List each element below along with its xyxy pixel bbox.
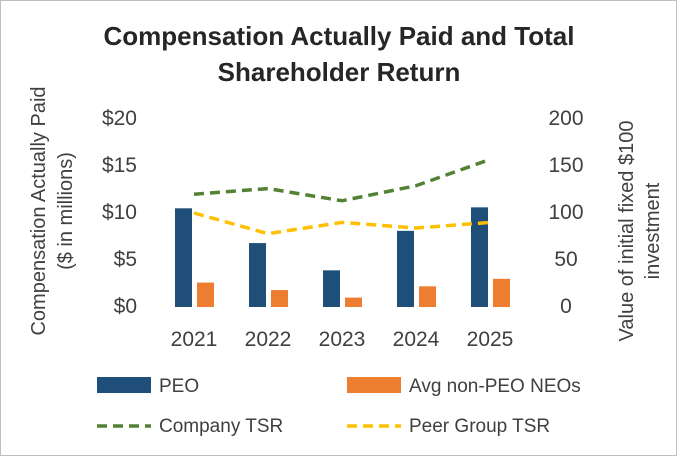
y-axis-label-line1: Compensation Actually Paid: [28, 86, 50, 335]
y2-tick-label: 200: [548, 107, 583, 130]
bar-peo-2021: [175, 208, 192, 307]
y2-tick-label: 150: [548, 154, 583, 177]
legend-swatch-peo: [97, 377, 151, 393]
x-tick-label: 2021: [171, 328, 218, 351]
x-tick-label: 2023: [319, 328, 366, 351]
bar-neo-2025: [493, 278, 510, 307]
legend-label-peer-tsr: Peer Group TSR: [409, 416, 550, 437]
legend-label-company-tsr: Company TSR: [159, 416, 283, 437]
bar-peo-2022: [249, 243, 266, 307]
line-company-tsr: [193, 157, 491, 203]
bars-group: [175, 207, 510, 307]
y-tick-label: $20: [102, 107, 137, 130]
x-tick-label: 2022: [245, 328, 292, 351]
y-tick-label: $15: [102, 154, 137, 177]
y-tick-label: $0: [114, 295, 137, 318]
legend-swatch-neo: [347, 377, 401, 393]
bar-peo-2024: [397, 230, 414, 307]
bar-neo-2021: [197, 282, 214, 307]
x-tick-label: 2025: [467, 328, 514, 351]
line-peer-tsr: [193, 211, 491, 236]
y-axis-label-line2: ($ in millions): [55, 152, 77, 270]
legend-label-neo: Avg non-PEO NEOs: [409, 376, 581, 397]
lines-group: [193, 157, 491, 236]
y2-axis-label-line2: investment: [642, 182, 664, 279]
y2-axis-label-line1: Value of initial fixed $100: [616, 121, 638, 342]
bar-neo-2022: [271, 290, 288, 307]
y2-tick-label: 100: [548, 201, 583, 224]
bar-neo-2024: [419, 286, 436, 307]
y2-tick-label: 50: [554, 248, 577, 271]
chart-title-line1: Compensation Actually Paid and Total: [104, 21, 575, 51]
chart-title-line2: Shareholder Return: [218, 57, 461, 87]
y-tick-label: $10: [102, 201, 137, 224]
bar-neo-2023: [345, 297, 362, 307]
bar-peo-2025: [471, 207, 488, 307]
y-tick-label: $5: [114, 248, 137, 271]
x-tick-label: 2024: [393, 328, 440, 351]
y2-tick-label: 0: [560, 295, 572, 318]
legend-label-peo: PEO: [159, 376, 199, 397]
bar-peo-2023: [323, 270, 340, 307]
